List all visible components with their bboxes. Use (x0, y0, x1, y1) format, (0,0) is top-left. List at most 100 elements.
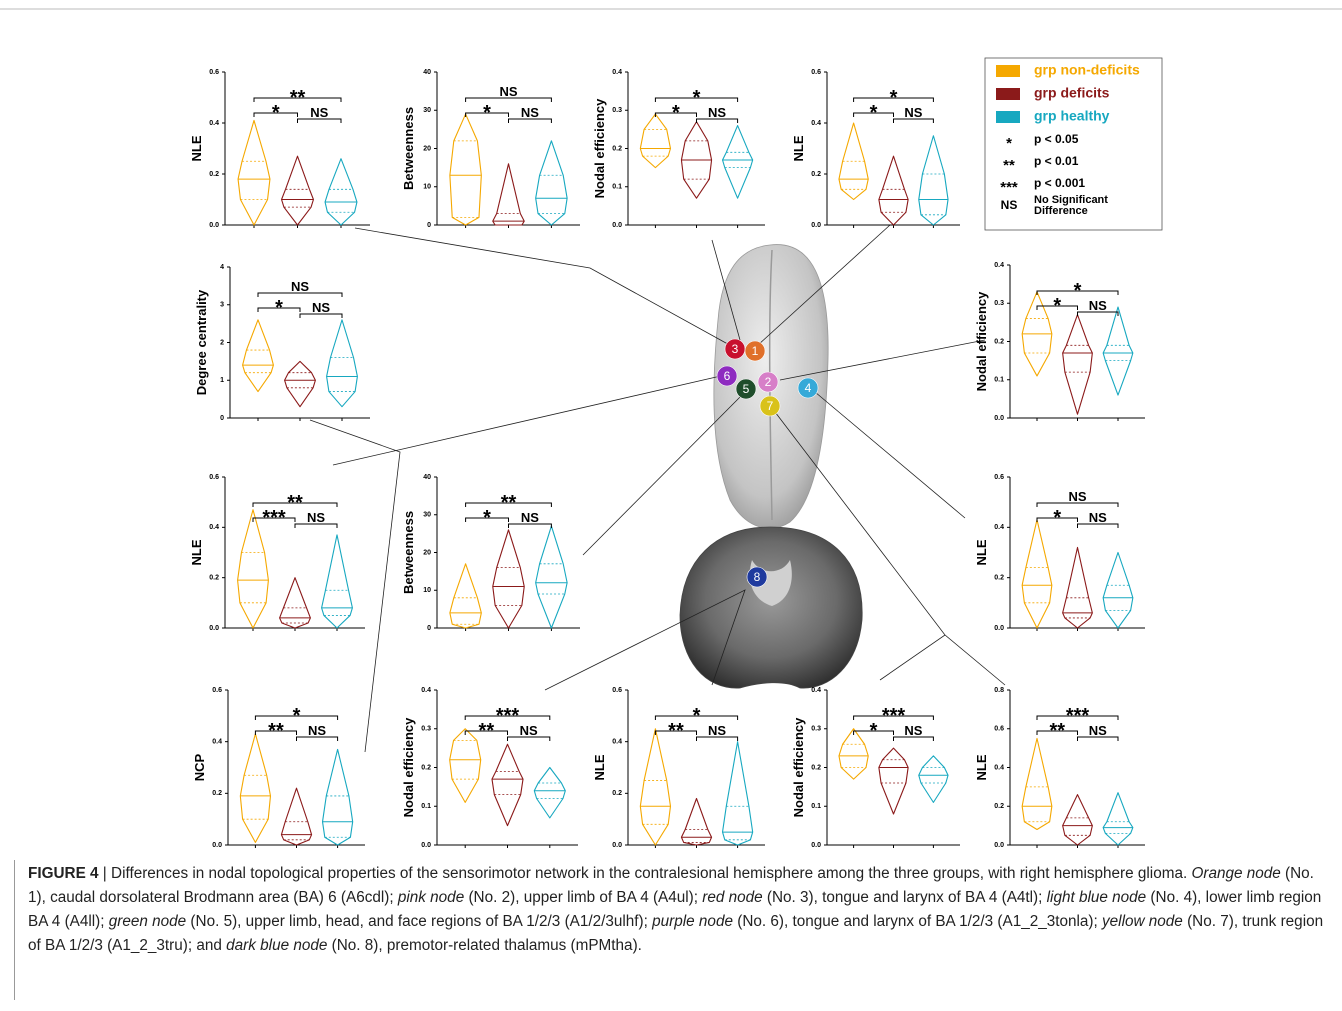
y-axis-label: NLE (791, 135, 806, 161)
violin (723, 126, 753, 199)
y-tick-label: 0.0 (994, 415, 1004, 422)
y-tick-label: 0.0 (212, 842, 222, 849)
significance-label: * (483, 507, 491, 529)
y-tick-label: 0.2 (994, 575, 1004, 582)
significance-label: NS (520, 723, 538, 738)
significance-label: NS (708, 723, 726, 738)
significance-label: ** (668, 720, 684, 742)
node-label: 5 (743, 382, 750, 396)
y-axis-label: Betweenness (401, 107, 416, 190)
violin (243, 320, 274, 392)
violin (879, 156, 908, 225)
violin (450, 564, 481, 628)
y-axis-label: NLE (189, 539, 204, 565)
significance-label: NS (1068, 489, 1086, 504)
violin (839, 729, 868, 779)
y-tick-label: 0.4 (994, 262, 1004, 269)
significance-label: NS (708, 105, 726, 120)
y-tick-label: 0.1 (811, 803, 821, 810)
caption-term: dark blue node (226, 937, 327, 954)
y-tick-label: 30 (423, 512, 431, 519)
violin (1103, 793, 1133, 845)
connector (815, 392, 965, 518)
significance-label: * (293, 705, 301, 727)
legend-swatch (996, 111, 1020, 123)
legend-label: grp non-deficits (1034, 62, 1140, 78)
significance-label: * (890, 87, 898, 109)
connector (333, 375, 725, 465)
violin (640, 114, 670, 168)
significance-label: NS (312, 300, 330, 315)
y-tick-label: 0.4 (811, 120, 821, 127)
significance-label: NS (499, 84, 517, 99)
significance-label: *** (1066, 705, 1090, 727)
legend-text: p < 0.01 (1034, 154, 1079, 168)
node-label: 6 (724, 369, 731, 383)
connector (355, 228, 735, 348)
y-tick-label: 0.4 (612, 69, 622, 76)
violin (238, 120, 270, 225)
y-tick-label: 0.0 (612, 842, 622, 849)
significance-label: NS (308, 723, 326, 738)
caption-term: green node (109, 913, 186, 930)
violin (325, 159, 357, 225)
node-label: 7 (767, 399, 774, 413)
y-tick-label: 0.2 (994, 803, 1004, 810)
violin (285, 361, 316, 406)
y-tick-label: 0.2 (209, 575, 219, 582)
y-tick-label: 0.0 (209, 625, 219, 632)
significance-label: *** (496, 705, 520, 727)
y-tick-label: 0 (427, 625, 431, 632)
violin (879, 748, 908, 814)
y-axis-label: NLE (592, 754, 607, 780)
violin (640, 729, 670, 845)
y-axis-label: Nodal efficiency (592, 98, 607, 198)
y-tick-label: 0.3 (421, 726, 431, 733)
significance-label: NS (904, 105, 922, 120)
legend-text: Difference (1034, 205, 1088, 217)
y-tick-label: 0.0 (994, 842, 1004, 849)
y-axis-label: Nodal efficiency (974, 291, 989, 391)
y-tick-label: 30 (423, 107, 431, 114)
violin (1063, 315, 1093, 414)
caption-text: (No. 2), upper limb of BA 4 (A4ul); (464, 889, 702, 906)
significance-label: * (1074, 280, 1082, 302)
caption-term: purple node (652, 913, 733, 930)
significance-label: NS (291, 279, 309, 294)
legend-label: grp healthy (1034, 108, 1110, 124)
y-tick-label: 0.4 (209, 524, 219, 531)
violin (536, 526, 567, 628)
legend-symbol: * (1006, 135, 1012, 152)
y-tick-label: 40 (423, 69, 431, 76)
y-tick-label: 0.2 (811, 764, 821, 771)
violin (492, 744, 523, 825)
significance-label: ** (290, 87, 306, 109)
caption-label: FIGURE 4 (28, 865, 99, 882)
y-tick-label: 20 (423, 145, 431, 152)
y-tick-label: 0.6 (212, 687, 222, 694)
y-tick-label: 0.0 (811, 842, 821, 849)
significance-label: NS (307, 510, 325, 525)
figure: 0.00.20.40.6NLE***NS010203040Betweenness… (0, 0, 1342, 860)
significance-label: *** (882, 705, 906, 727)
caption-term: light blue node (1047, 889, 1147, 906)
connector-lines (310, 225, 1005, 752)
y-tick-label: 0.3 (994, 300, 1004, 307)
brain-slice (680, 527, 862, 688)
violin (281, 788, 311, 845)
violin (322, 535, 353, 628)
caption: FIGURE 4 | Differences in nodal topologi… (28, 862, 1333, 958)
significance-label: * (1053, 507, 1061, 529)
y-tick-label: 0.2 (612, 145, 622, 152)
significance-label: * (693, 87, 701, 109)
y-tick-label: 0.6 (209, 69, 219, 76)
violin (1063, 795, 1093, 845)
significance-label: ** (287, 492, 303, 514)
y-axis-label: NCP (192, 753, 207, 781)
node-label: 8 (754, 570, 761, 584)
y-tick-label: 0.4 (421, 687, 431, 694)
y-tick-label: 0.4 (994, 764, 1004, 771)
significance-label: NS (904, 723, 922, 738)
y-tick-label: 0.6 (994, 726, 1004, 733)
y-tick-label: 0.8 (994, 687, 1004, 694)
